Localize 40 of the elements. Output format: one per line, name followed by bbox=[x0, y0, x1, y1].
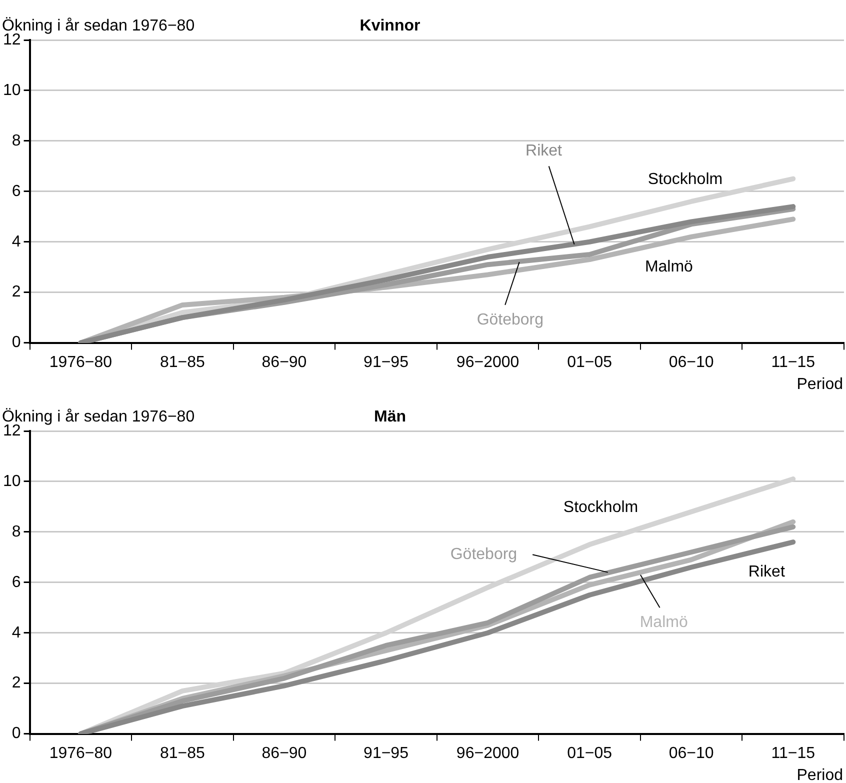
text: Göteborg bbox=[476, 311, 544, 328]
series-label: Malmö bbox=[644, 258, 694, 276]
y-tick-label: 8 bbox=[12, 523, 21, 540]
y-tick-label: 0 bbox=[12, 334, 21, 352]
x-tick-label: 01−05 bbox=[567, 354, 612, 371]
x-tick-label: 96−2000 bbox=[456, 354, 520, 371]
x-tick-label: 91−95 bbox=[364, 744, 409, 762]
x-tick-label: 06−10 bbox=[668, 744, 714, 762]
y-tick-label: 4 bbox=[12, 233, 21, 250]
x-tick-label: 86−90 bbox=[262, 744, 307, 762]
chart-title: Män bbox=[374, 408, 406, 426]
text: Malmö bbox=[640, 614, 688, 632]
x-tick-label: 1976−80 bbox=[49, 354, 112, 371]
x-tick-label: 11−15 bbox=[771, 744, 816, 762]
y-tick-label: 2 bbox=[12, 674, 21, 692]
x-tick-label: 86−90 bbox=[262, 354, 307, 371]
series-label: Stockholm bbox=[648, 171, 723, 188]
y-tick-label: 8 bbox=[12, 132, 21, 150]
y-tick-label: 10 bbox=[3, 82, 21, 99]
x-tick-label: 1976−80 bbox=[49, 744, 112, 762]
y-tick-label: 6 bbox=[12, 182, 21, 200]
x-tick-label: 91−95 bbox=[364, 354, 409, 371]
x-tick-label: 01−05 bbox=[567, 744, 612, 762]
x-tick-label: 81−85 bbox=[160, 744, 206, 762]
x-tick-label: 11−15 bbox=[771, 354, 816, 371]
y-tick-label: 0 bbox=[12, 725, 21, 742]
x-tick-label: 06−10 bbox=[668, 354, 714, 371]
x-axis-title: Period bbox=[796, 767, 843, 783]
chart-title: Kvinnor bbox=[360, 17, 420, 34]
text: Riket bbox=[526, 142, 563, 160]
y-tick-label: 6 bbox=[12, 574, 21, 591]
y-tick-label: 10 bbox=[3, 472, 21, 490]
y-tick-label: 4 bbox=[12, 624, 21, 642]
x-tick-label: 81−85 bbox=[160, 354, 206, 371]
x-tick-label: 96−2000 bbox=[456, 744, 520, 762]
series-label: Stockholm bbox=[563, 499, 638, 516]
text: Göteborg bbox=[450, 546, 518, 564]
series-label: Riket bbox=[748, 564, 786, 581]
x-axis-title: Period bbox=[796, 376, 843, 394]
y-tick-label: 2 bbox=[12, 284, 21, 301]
